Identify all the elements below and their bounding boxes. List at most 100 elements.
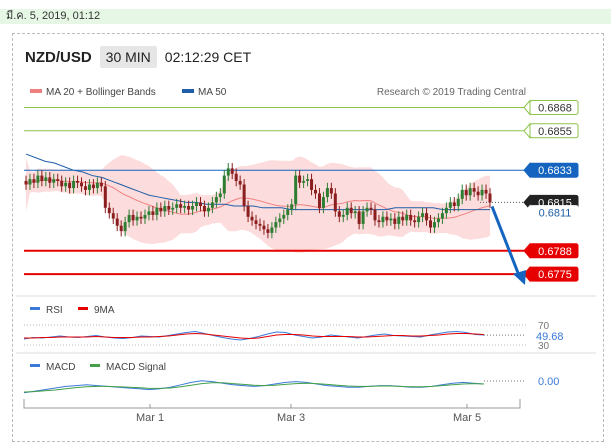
candle-body (48, 177, 52, 183)
candle-body (452, 202, 456, 207)
candle-body (95, 182, 99, 189)
candle-body (444, 207, 448, 214)
candle-body (468, 188, 472, 196)
candle-body (131, 214, 135, 221)
candle-body (151, 211, 155, 215)
candle-body (341, 214, 345, 217)
level-tag-arrow (523, 194, 531, 211)
candle-body (72, 180, 76, 189)
macd-legend-swatch (30, 364, 40, 367)
candle-body (290, 204, 294, 210)
rsi-ma-legend-label: 9MA (94, 305, 115, 316)
candle-body (361, 211, 365, 224)
candle-body (238, 180, 242, 185)
ma50-legend-label: MA 50 (198, 87, 227, 98)
candle-body (321, 197, 325, 208)
forecast-arrowhead (513, 270, 526, 285)
candle-body (333, 193, 337, 212)
candle-body (266, 229, 270, 233)
candle-body (44, 177, 48, 181)
candle-body (484, 189, 488, 194)
rsi-ma-legend-swatch (78, 307, 88, 310)
candle-body (76, 180, 80, 183)
candle-body (147, 211, 151, 215)
candle-body (242, 184, 246, 207)
candle-body (436, 218, 440, 223)
candle-body (230, 168, 234, 174)
candle-body (397, 216, 401, 224)
candle-body (40, 175, 44, 181)
x-axis (23, 399, 521, 409)
level-label: 0.6788 (538, 246, 572, 258)
x-tick-label: Mar 1 (136, 412, 164, 424)
macd-legend-label: MACD (46, 362, 75, 373)
candle-body (480, 189, 484, 196)
rsi-legend-label: RSI (46, 305, 63, 316)
level-tag-arrow (523, 99, 531, 116)
candle-body (349, 207, 353, 214)
candle-body (183, 206, 187, 208)
candle-body (282, 214, 286, 219)
candle-body (377, 220, 381, 223)
level-tag-arrow (523, 242, 531, 260)
credit-label: Research © 2019 Trading Central (377, 87, 526, 98)
level-tag-arrow (523, 265, 531, 283)
candle-body (345, 207, 349, 215)
candle-body (191, 206, 195, 210)
candle-body (425, 213, 429, 221)
candle-body (310, 179, 314, 190)
macd-signal-legend-label: MACD Signal (106, 362, 166, 373)
candle-body (91, 184, 95, 189)
x-tick-label: Mar 3 (277, 412, 305, 424)
candle-body (421, 213, 425, 217)
ma20-line (25, 179, 491, 219)
rsi-70-label: 70 (538, 321, 550, 332)
candle-body (127, 214, 131, 223)
candle-body (369, 207, 373, 210)
candle-body (417, 216, 421, 223)
candle-body (64, 182, 68, 187)
candle-body (246, 206, 250, 217)
candle-body (139, 216, 143, 219)
candle-body (365, 207, 369, 212)
candle-body (171, 207, 175, 210)
level-label: 0.6811 (539, 208, 572, 220)
x-tick-label: Mar 5 (453, 412, 481, 424)
candle-body (68, 182, 72, 189)
candle-body (488, 193, 492, 203)
candle-body (198, 202, 202, 207)
macd-value-label: 0.00 (538, 376, 559, 388)
candle-body (393, 218, 397, 224)
candle-body (381, 216, 385, 223)
level-label: 0.6833 (538, 165, 572, 177)
candle-body (373, 209, 377, 221)
chart-header: NZD/USD 30 MIN 02:12:29 CET (25, 45, 251, 69)
candle-body (234, 173, 238, 181)
level-tag-arrow (523, 161, 531, 179)
candle-body (167, 206, 171, 210)
candle-body (52, 179, 56, 183)
candle-body (456, 198, 460, 207)
candle-body (210, 202, 214, 208)
candle-body (111, 213, 115, 219)
candle-body (87, 184, 91, 190)
level-tag-arrow (523, 204, 531, 221)
candle-body (179, 204, 183, 208)
level-tag-arrow (523, 122, 531, 140)
timeframe-badge[interactable]: 30 MIN (99, 46, 157, 68)
time-label: 02:12:29 CET (164, 49, 252, 65)
candle-body (135, 216, 139, 221)
candle-body (476, 191, 480, 196)
candle-body (405, 214, 409, 221)
candle-body (60, 180, 64, 187)
candle-body (175, 204, 179, 208)
candle-body (464, 189, 468, 196)
candle-body (278, 218, 282, 223)
candle-body (159, 207, 163, 212)
candle-body (413, 220, 417, 223)
level-label: 0.6855 (538, 126, 572, 138)
candle-body (103, 186, 107, 208)
candle-body (274, 222, 278, 228)
candle-body (286, 209, 290, 215)
candle-body (123, 222, 127, 232)
